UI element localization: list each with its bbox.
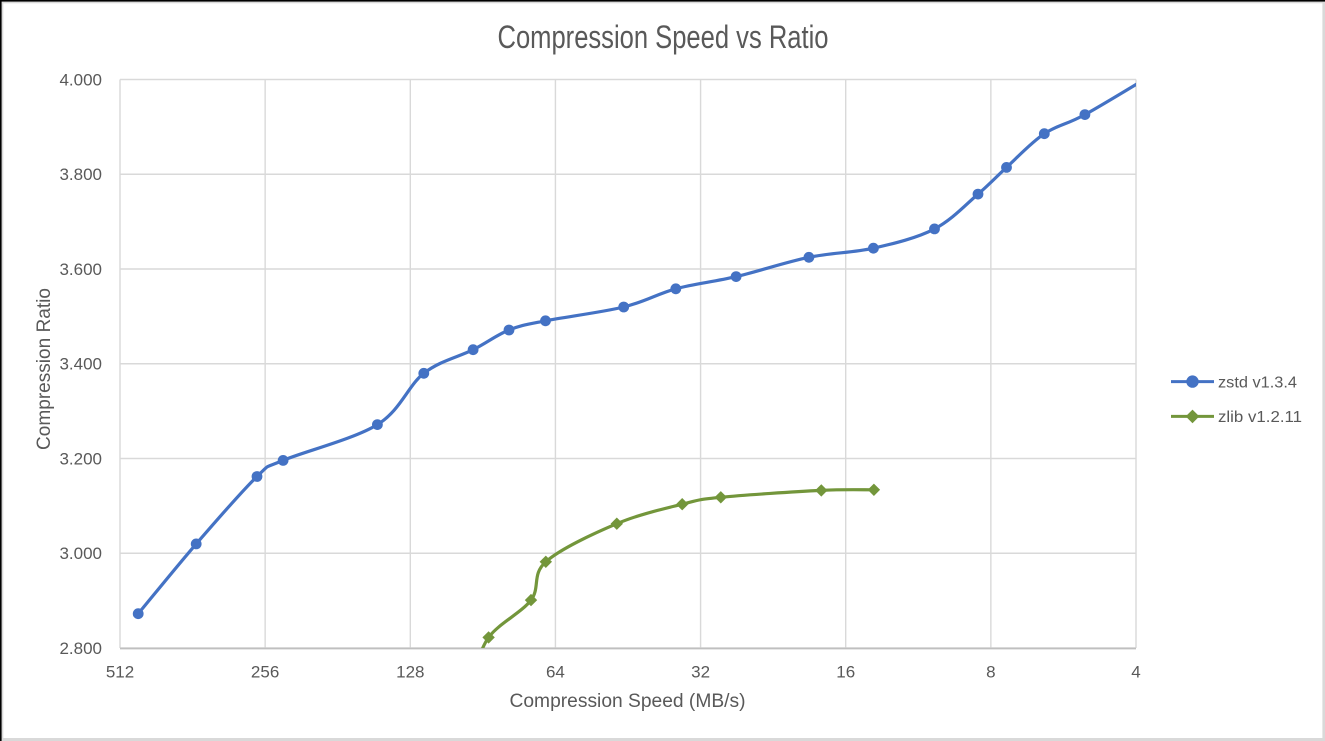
- svg-text:3.000: 3.000: [59, 544, 102, 563]
- svg-text:64: 64: [546, 663, 565, 682]
- svg-text:3.400: 3.400: [59, 355, 102, 374]
- svg-text:256: 256: [251, 663, 279, 682]
- svg-text:zlib v1.2.11: zlib v1.2.11: [1218, 409, 1302, 426]
- svg-text:2.800: 2.800: [59, 639, 102, 658]
- svg-text:3.600: 3.600: [59, 260, 102, 279]
- svg-text:512: 512: [106, 663, 134, 682]
- svg-text:8: 8: [986, 663, 995, 682]
- svg-text:16: 16: [836, 663, 855, 682]
- svg-text:3.200: 3.200: [59, 449, 102, 468]
- svg-text:Compression Ratio: Compression Ratio: [34, 288, 55, 450]
- svg-text:4: 4: [1131, 663, 1140, 682]
- svg-text:4.000: 4.000: [59, 70, 102, 89]
- svg-text:3.800: 3.800: [59, 165, 102, 184]
- svg-text:Compression Speed vs Ratio: Compression Speed vs Ratio: [498, 19, 829, 55]
- svg-text:zstd v1.3.4: zstd v1.3.4: [1218, 374, 1297, 391]
- svg-text:32: 32: [691, 663, 710, 682]
- svg-text:Compression Speed (MB/s): Compression Speed (MB/s): [510, 691, 746, 712]
- svg-text:128: 128: [396, 663, 424, 682]
